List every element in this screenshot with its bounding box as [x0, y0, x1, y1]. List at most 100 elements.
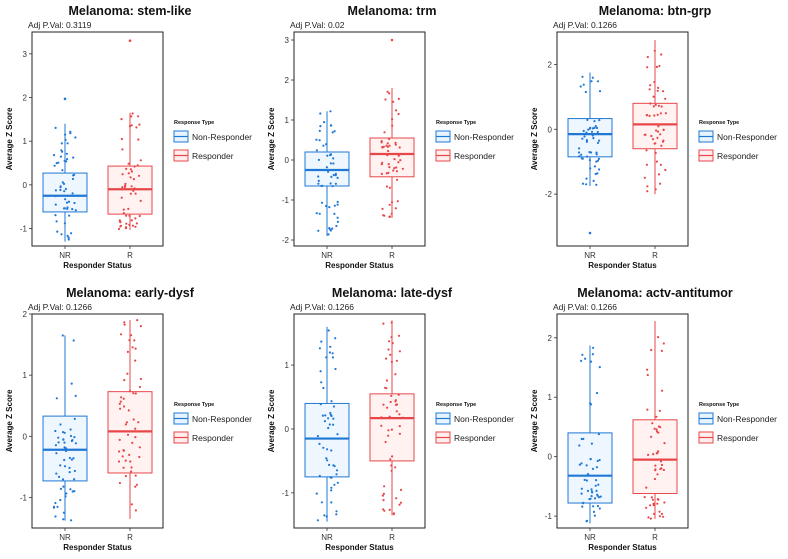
data-point	[138, 214, 141, 218]
data-point	[595, 183, 598, 186]
legend-title: Response Type	[699, 402, 739, 408]
legend-label: Non-Responder	[717, 132, 777, 142]
data-point	[130, 334, 133, 337]
chart-subtitle: Adj P.Val: 0.1266	[28, 302, 92, 312]
data-point	[323, 121, 326, 124]
data-point	[654, 469, 657, 472]
plot-frame	[556, 313, 689, 529]
data-point	[134, 192, 137, 195]
data-point	[330, 501, 333, 504]
data-point	[57, 475, 61, 478]
data-point	[131, 346, 134, 349]
x-tick-label: R	[127, 533, 133, 542]
data-point	[119, 220, 122, 223]
data-point	[656, 136, 659, 139]
data-point	[121, 455, 124, 458]
data-point	[54, 195, 57, 198]
data-point	[316, 435, 319, 438]
data-point	[660, 53, 663, 56]
data-point	[329, 162, 332, 165]
data-point	[59, 155, 63, 158]
data-point	[317, 229, 320, 232]
legend-label: Non-Responder	[192, 414, 252, 424]
data-point	[387, 149, 390, 153]
data-point	[595, 160, 598, 163]
data-point	[580, 437, 583, 441]
data-point	[130, 470, 133, 473]
data-point	[133, 187, 136, 190]
data-point	[317, 182, 320, 185]
data-point	[134, 474, 137, 477]
data-point	[657, 86, 660, 89]
data-point	[581, 157, 584, 160]
data-point	[323, 420, 326, 423]
data-point	[130, 185, 133, 188]
data-point	[135, 483, 138, 486]
data-point	[126, 350, 129, 353]
data-point	[137, 115, 140, 118]
data-point	[655, 415, 658, 418]
x-axis-label: Responder Status	[63, 543, 132, 552]
data-point	[580, 462, 583, 465]
data-point	[646, 373, 649, 377]
data-point	[54, 429, 57, 433]
data-point	[330, 400, 333, 403]
data-point	[74, 209, 77, 212]
data-point	[652, 453, 655, 456]
data-point	[119, 224, 123, 227]
data-point	[388, 92, 391, 95]
data-point	[390, 321, 393, 324]
legend-label: Responder	[717, 151, 759, 161]
data-point	[382, 492, 385, 495]
data-point	[596, 493, 599, 496]
data-point	[122, 212, 125, 215]
data-point	[329, 153, 332, 156]
legend-title: Response Type	[174, 120, 214, 126]
legend-label: Non-Responder	[192, 132, 252, 142]
data-point	[70, 232, 73, 235]
data-point	[596, 141, 600, 144]
data-point	[334, 367, 337, 371]
y-tick-label: 1	[23, 371, 28, 380]
data-point	[592, 510, 596, 513]
chart-subtitle: Adj P.Val: 0.1266	[553, 20, 617, 30]
chart-title: Melanoma: stem-like	[69, 4, 192, 18]
x-axis-label: Responder Status	[325, 261, 394, 270]
data-point	[392, 100, 395, 103]
data-point	[646, 190, 649, 193]
data-point	[329, 476, 332, 479]
data-point	[127, 162, 130, 165]
data-point	[657, 498, 660, 501]
chart-title: Melanoma: actv-antitumor	[577, 286, 733, 300]
data-point	[124, 475, 127, 478]
y-tick-label: 2	[23, 94, 28, 103]
data-point	[128, 223, 131, 226]
data-point	[331, 185, 334, 188]
data-point	[332, 417, 335, 420]
data-point	[389, 400, 392, 404]
data-point	[582, 83, 585, 86]
data-point	[318, 442, 321, 445]
data-point	[325, 143, 328, 146]
data-point	[118, 438, 121, 441]
data-point	[656, 113, 659, 116]
data-point	[398, 503, 401, 506]
data-point	[645, 506, 648, 509]
y-tick-label: 0	[285, 425, 290, 434]
data-point	[117, 460, 121, 463]
box-nr	[42, 415, 88, 482]
data-point	[134, 225, 137, 228]
data-point	[595, 479, 598, 482]
data-point	[391, 342, 394, 345]
chart-title: Melanoma: btn-grp	[599, 4, 712, 18]
x-axis-label: Responder Status	[325, 543, 394, 552]
data-point	[659, 163, 662, 166]
data-point	[64, 133, 67, 136]
data-point	[661, 389, 664, 392]
data-point	[656, 502, 659, 505]
data-point	[131, 441, 134, 444]
data-point	[393, 167, 396, 170]
data-point	[131, 112, 134, 115]
data-point	[65, 201, 69, 204]
